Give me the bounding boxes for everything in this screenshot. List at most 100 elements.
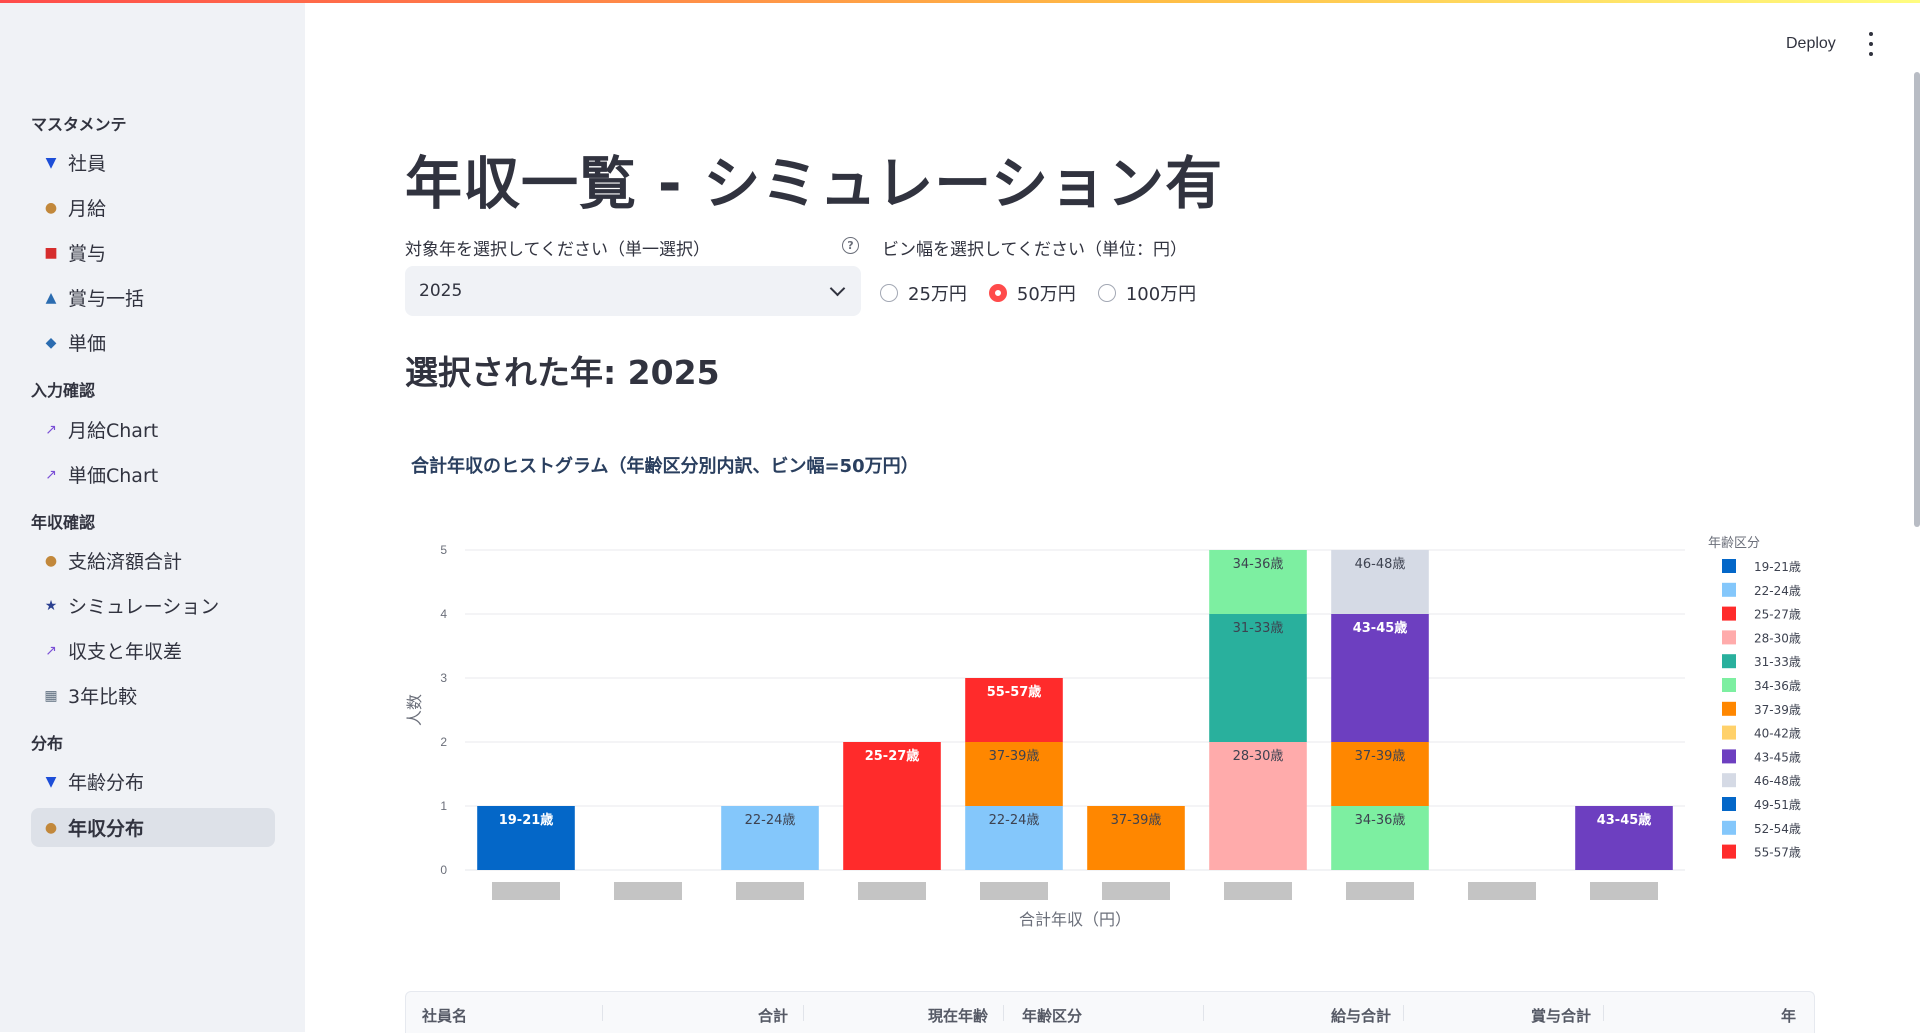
legend-label: 22-24歳 xyxy=(1754,584,1801,598)
sidebar-item-income-distribution[interactable]: ● 年収分布 xyxy=(31,808,275,847)
sidebar-item-price-chart[interactable]: ↗ 単価Chart xyxy=(31,455,275,494)
bar-segment xyxy=(1331,550,1429,614)
money-bag-icon: ● xyxy=(44,552,58,569)
sidebar-item-label: 収支と年収差 xyxy=(68,641,183,663)
legend-swatch xyxy=(1722,701,1736,716)
x-tick-label xyxy=(492,882,560,900)
y-tick-label: 3 xyxy=(440,671,447,685)
sidebar-item-bonus[interactable]: ■ 賞与 xyxy=(31,233,275,272)
bar-data-label: 19-21歳 xyxy=(499,812,554,828)
bar-segment xyxy=(965,806,1063,870)
bar-segment xyxy=(1209,742,1307,870)
sidebar-item-label: 社員 xyxy=(68,153,107,175)
radio-25man[interactable]: 25万円 xyxy=(880,280,967,306)
chart-increasing-icon: ↗ xyxy=(45,466,57,483)
bar-data-label: 22-24歳 xyxy=(989,813,1040,828)
radio-50man[interactable]: 50万円 xyxy=(988,280,1076,306)
legend-label: 46-48歳 xyxy=(1754,774,1801,788)
selected-year-heading: 選択された年: 2025 xyxy=(405,353,720,392)
legend-label: 37-39歳 xyxy=(1754,703,1801,717)
legend-label: 34-36歳 xyxy=(1754,679,1801,693)
sidebar-item-employee[interactable]: ▼ 社員 xyxy=(31,143,275,182)
nav-section-distribution: 分布 xyxy=(31,734,64,753)
x-tick-label xyxy=(1590,882,1658,900)
sidebar-item-three-year[interactable]: ▦ 3年比較 xyxy=(31,676,275,715)
chart-increasing-icon: ↗ xyxy=(45,642,57,659)
bar-data-label: 37-39歳 xyxy=(989,749,1040,764)
table-header-age[interactable]: 現在年齢 xyxy=(928,1007,989,1025)
bar-segment xyxy=(843,742,941,870)
bar-data-label: 43-45歳 xyxy=(1353,620,1408,636)
help-icon[interactable]: ? xyxy=(842,237,859,254)
sidebar-item-bonus-bulk[interactable]: ▲ 賞与一括 xyxy=(31,278,275,317)
deploy-button[interactable]: Deploy xyxy=(1786,35,1836,52)
bar-data-label: 43-45歳 xyxy=(1597,812,1652,828)
legend-swatch xyxy=(1722,820,1736,835)
sidebar-item-unit-price[interactable]: ◆ 単価 xyxy=(31,323,275,362)
year-select[interactable]: 2025 xyxy=(405,266,861,316)
legend-label: 25-27歳 xyxy=(1754,608,1801,622)
bar-segment xyxy=(721,806,819,870)
sidebar-item-simulation[interactable]: ★ シミュレーション xyxy=(31,586,275,625)
sidebar-item-label: 月給 xyxy=(68,198,107,220)
radio-label: 50万円 xyxy=(1016,284,1076,305)
sidebar: マスタメンテ ▼ 社員 ● 月給 ■ 賞与 ▲ 賞与一括 ◆ 単価 入力確認 ↗… xyxy=(0,0,305,1032)
y-tick-label: 2 xyxy=(440,735,447,749)
legend-label: 52-54歳 xyxy=(1754,822,1801,836)
legend-swatch xyxy=(1722,630,1736,645)
legend-swatch xyxy=(1722,606,1736,621)
legend-label: 19-21歳 xyxy=(1754,560,1801,574)
table-header-year[interactable]: 年 xyxy=(1781,1007,1797,1025)
radio-circle-icon xyxy=(880,284,898,302)
legend-swatch xyxy=(1722,582,1736,597)
column-divider xyxy=(1203,1005,1204,1021)
sidebar-item-monthly-salary[interactable]: ● 月給 xyxy=(31,188,275,227)
table-header-bonus-total[interactable]: 賞与合計 xyxy=(1531,1007,1592,1025)
bar-data-label: 31-33歳 xyxy=(1233,621,1284,636)
legend-swatch xyxy=(1722,749,1736,764)
bar-segment xyxy=(1331,806,1429,870)
bar-segment xyxy=(1087,806,1185,870)
bar-data-label: 55-57歳 xyxy=(987,684,1042,700)
legend-label: 28-30歳 xyxy=(1754,631,1801,645)
sidebar-item-label: 単価 xyxy=(68,333,107,355)
income-table[interactable]: 社員名 合計 現在年齢 年齢区分 給与合計 賞与合計 年 xyxy=(405,991,1815,1033)
bar-segment xyxy=(1209,614,1307,742)
chart-increasing-icon: ↗ xyxy=(45,421,57,438)
nav-section-income-check: 年収確認 xyxy=(31,513,96,532)
more-menu-icon[interactable] xyxy=(1866,32,1876,56)
legend-title: 年齢区分 xyxy=(1708,536,1760,551)
y-axis-label: 人数 xyxy=(405,694,424,726)
table-header-name[interactable]: 社員名 xyxy=(422,1007,468,1025)
column-divider xyxy=(602,1005,603,1021)
table-header-total[interactable]: 合計 xyxy=(758,1007,789,1025)
radio-100man[interactable]: 100万円 xyxy=(1097,280,1196,306)
table-header-salary-total[interactable]: 給与合計 xyxy=(1331,1007,1392,1025)
x-tick-label xyxy=(858,882,926,900)
y-tick-label: 5 xyxy=(440,543,447,557)
bar-segment xyxy=(1575,806,1673,870)
radio-selected-icon xyxy=(988,284,1007,302)
legend-label: 40-42歳 xyxy=(1754,727,1801,741)
x-tick-label xyxy=(614,882,682,900)
sidebar-item-income-diff[interactable]: ↗ 収支と年収差 xyxy=(31,631,275,670)
x-tick-label xyxy=(1346,882,1414,900)
radio-label: 25万円 xyxy=(908,284,967,305)
bar-segment xyxy=(965,742,1063,806)
bar-data-label: 34-36歳 xyxy=(1233,557,1284,572)
legend-label: 31-33歳 xyxy=(1754,655,1801,669)
y-tick-label: 4 xyxy=(440,607,447,621)
x-tick-label xyxy=(980,882,1048,900)
chart-title: 合計年収のヒストグラム（年齢区分別内訳、ビン幅=50万円） xyxy=(411,456,919,477)
sidebar-item-salary-chart[interactable]: ↗ 月給Chart xyxy=(31,410,275,449)
column-divider xyxy=(1003,1005,1004,1021)
bar-data-label: 46-48歳 xyxy=(1355,557,1406,572)
sidebar-item-paid-total[interactable]: ● 支給済額合計 xyxy=(31,541,275,580)
scrollbar[interactable] xyxy=(1914,72,1920,527)
x-tick-label xyxy=(1224,882,1292,900)
table-header-age-group[interactable]: 年齢区分 xyxy=(1022,1007,1083,1025)
bar-data-label: 25-27歳 xyxy=(865,748,920,764)
legend-swatch xyxy=(1722,797,1736,811)
sidebar-item-label: 年収分布 xyxy=(68,818,145,840)
sidebar-item-age-distribution[interactable]: ▼ 年齢分布 xyxy=(31,762,275,801)
